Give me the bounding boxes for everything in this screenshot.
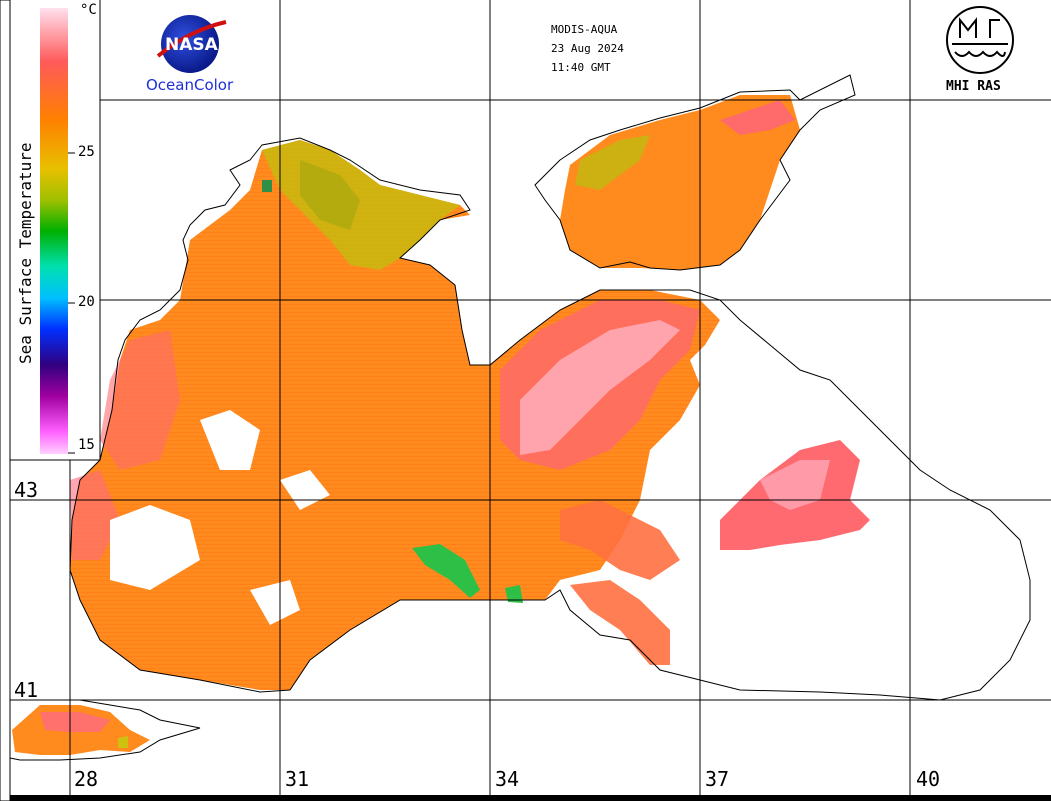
oceancolor-label: OceanColor bbox=[146, 76, 234, 94]
lon-label-31: 31 bbox=[285, 767, 310, 791]
legend-tick-15: 15 bbox=[78, 437, 95, 453]
sensor-label: MODIS-AQUA bbox=[551, 23, 618, 36]
sst-field-west bbox=[70, 140, 720, 690]
lon-label-28: 28 bbox=[74, 767, 99, 791]
sst-field-east bbox=[560, 440, 870, 665]
legend-tick-25: 25 bbox=[78, 144, 95, 160]
mhi-ras-label: MHI RAS bbox=[946, 79, 1001, 94]
date-label: 23 Aug 2024 bbox=[551, 42, 624, 55]
time-label: 11:40 GMT bbox=[551, 61, 611, 74]
lon-label-34: 34 bbox=[495, 767, 520, 791]
legend-ticks bbox=[68, 152, 75, 454]
legend-unit: °C bbox=[80, 2, 97, 18]
sst-field-azov bbox=[560, 95, 800, 270]
lat-label-43: 43 bbox=[14, 478, 39, 502]
legend-tick-20: 20 bbox=[78, 294, 95, 310]
lon-label-40: 40 bbox=[916, 767, 941, 791]
nasa-logo: NASA bbox=[156, 15, 227, 73]
lat-label-41: 41 bbox=[14, 678, 39, 702]
legend-colorbar bbox=[40, 8, 68, 454]
legend-title: Sea Surface Temperature bbox=[16, 142, 35, 364]
mhi-ras-logo bbox=[946, 6, 1014, 74]
sst-field-marmara bbox=[12, 705, 150, 755]
lon-label-37: 37 bbox=[705, 767, 730, 791]
svg-text:NASA: NASA bbox=[165, 35, 219, 55]
